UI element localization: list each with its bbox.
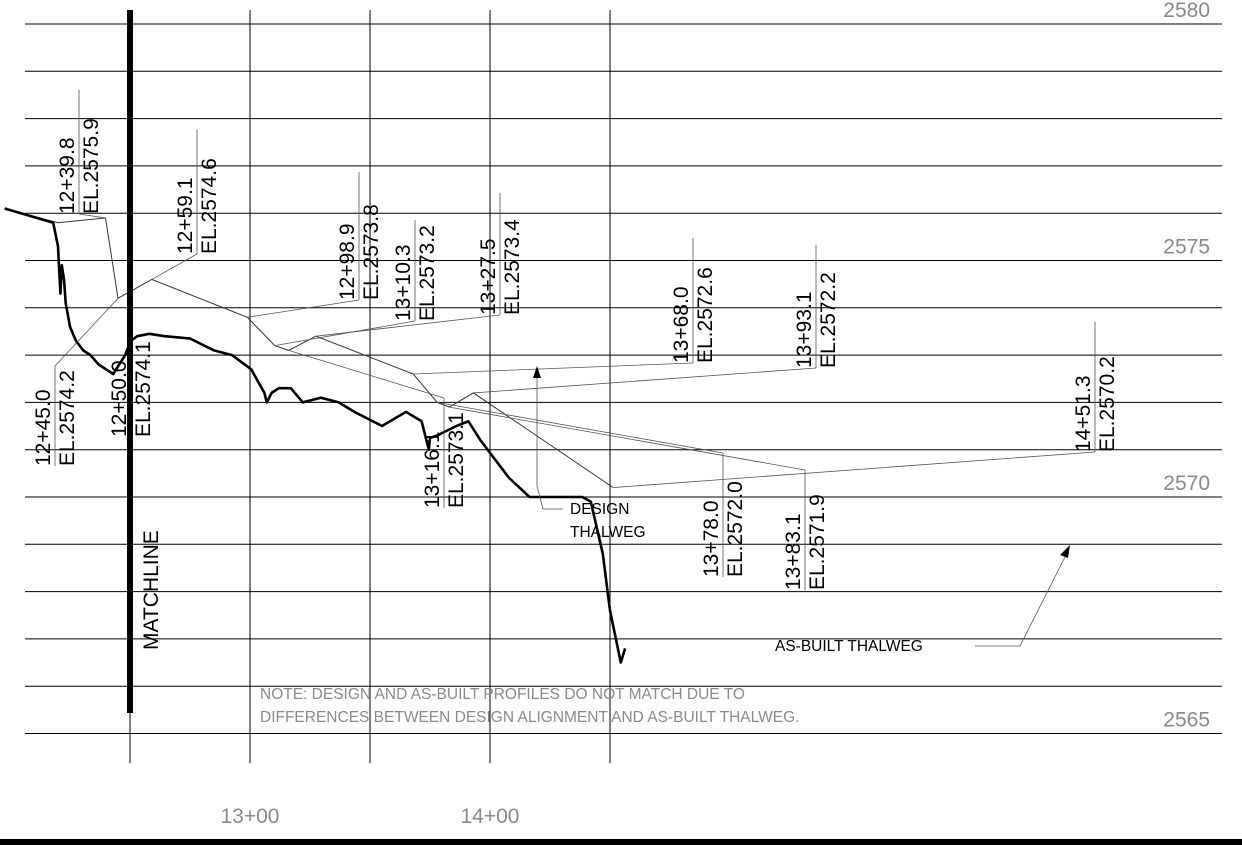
callout-elevation: EL.2572.2 [817,272,840,368]
callout-leader [437,402,724,454]
callout-leader [449,406,806,471]
callout-leader [473,367,817,394]
callout-leader [247,299,360,318]
callout-leaders [54,90,1096,590]
callout-station: 12+59.1 [174,178,197,255]
arrow-head-icon [533,366,541,378]
callout-labels: 12+39.8 EL.2575.912+45.0 EL.2574.2 12+50.0 E… [32,118,1119,590]
callout-station: 12+98.9 [336,224,359,301]
callout-elevation: EL.2575.9 [80,118,103,214]
arrow-head-icon [1060,545,1070,558]
station-tick-label: 13+00 [221,805,280,828]
as-built-thalweg-label: AS-BUILT THALWEG [775,638,923,655]
note-line: NOTE: DESIGN AND AS-BUILT PROFILES DO NO… [260,686,745,703]
as-built-thalweg-line [4,207,627,664]
callout-station: 13+16.1 [421,432,444,509]
callout-station: 13+78.0 [700,501,723,578]
station-tick-label: 14+00 [461,805,520,828]
callout-station: 12+50.0 [108,361,131,438]
matchline-label: MATCHLINE [140,530,163,650]
design-thalweg-label: THALWEG [570,524,646,541]
callout-station: 14+51.3 [1072,376,1095,453]
design-thalweg-line [4,208,614,488]
callout-station: 12+39.8 [56,138,79,215]
callout-elevation: EL.2571.9 [806,494,829,590]
callout-elevation: EL.2573.8 [360,204,383,300]
as-built-profile [4,207,627,664]
elevation-tick-label: 2565 [1163,709,1210,732]
callout-elevation: EL.2572.6 [694,267,717,363]
callout-leader [274,320,416,347]
callout-leader [288,349,445,399]
callout-leader [613,451,1096,488]
callout-elevation: EL.2573.4 [501,219,524,315]
thalweg-annotations: DESIGN THALWEG AS-BUILT THALWEG [533,366,1070,655]
callout-leader [413,362,694,375]
elevation-tick-label: 2580 [1163,0,1210,22]
callout-elevation: EL.2573.1 [445,412,468,508]
callout-station: 13+27.5 [477,239,500,316]
sheet-bottom-border [0,839,1242,845]
as-built-thalweg-pointer [975,552,1068,647]
callout-leader [54,298,119,367]
callout-station: 12+45.0 [32,390,55,467]
design-profile [4,208,614,488]
grid-lines [25,10,1222,763]
design-thalweg-label: DESIGN [570,501,629,518]
callout-elevation: EL.2574.2 [56,370,79,466]
callout-elevation: EL.2574.1 [132,341,155,437]
drawing-note: NOTE: DESIGN AND AS-BUILT PROFILES DO NO… [260,686,799,726]
callout-station: 13+93.1 [793,292,816,369]
elevation-tick-label: 2570 [1163,472,1210,495]
design-thalweg-pointer [536,372,563,510]
callout-elevation: EL.2570.2 [1096,356,1119,452]
callout-elevation: EL.2574.6 [198,158,221,254]
matchline: MATCHLINE [127,10,163,713]
callout-leader [151,253,198,280]
callout-elevation: EL.2572.0 [724,481,747,577]
note-line: DIFFERENCES BETWEEN DESIGN ALIGNMENT AND… [260,709,799,726]
axis-labels: 2580 2575 2570 2565 13+00 14+00 [221,0,1210,828]
elevation-tick-label: 2575 [1163,236,1210,259]
callout-station: 13+68.0 [670,287,693,364]
callout-elevation: EL.2573.2 [416,225,439,321]
callout-leader [78,213,106,219]
callout-leader [315,314,501,337]
callout-station: 13+10.3 [392,245,415,322]
callout-station: 13+83.1 [782,514,805,591]
